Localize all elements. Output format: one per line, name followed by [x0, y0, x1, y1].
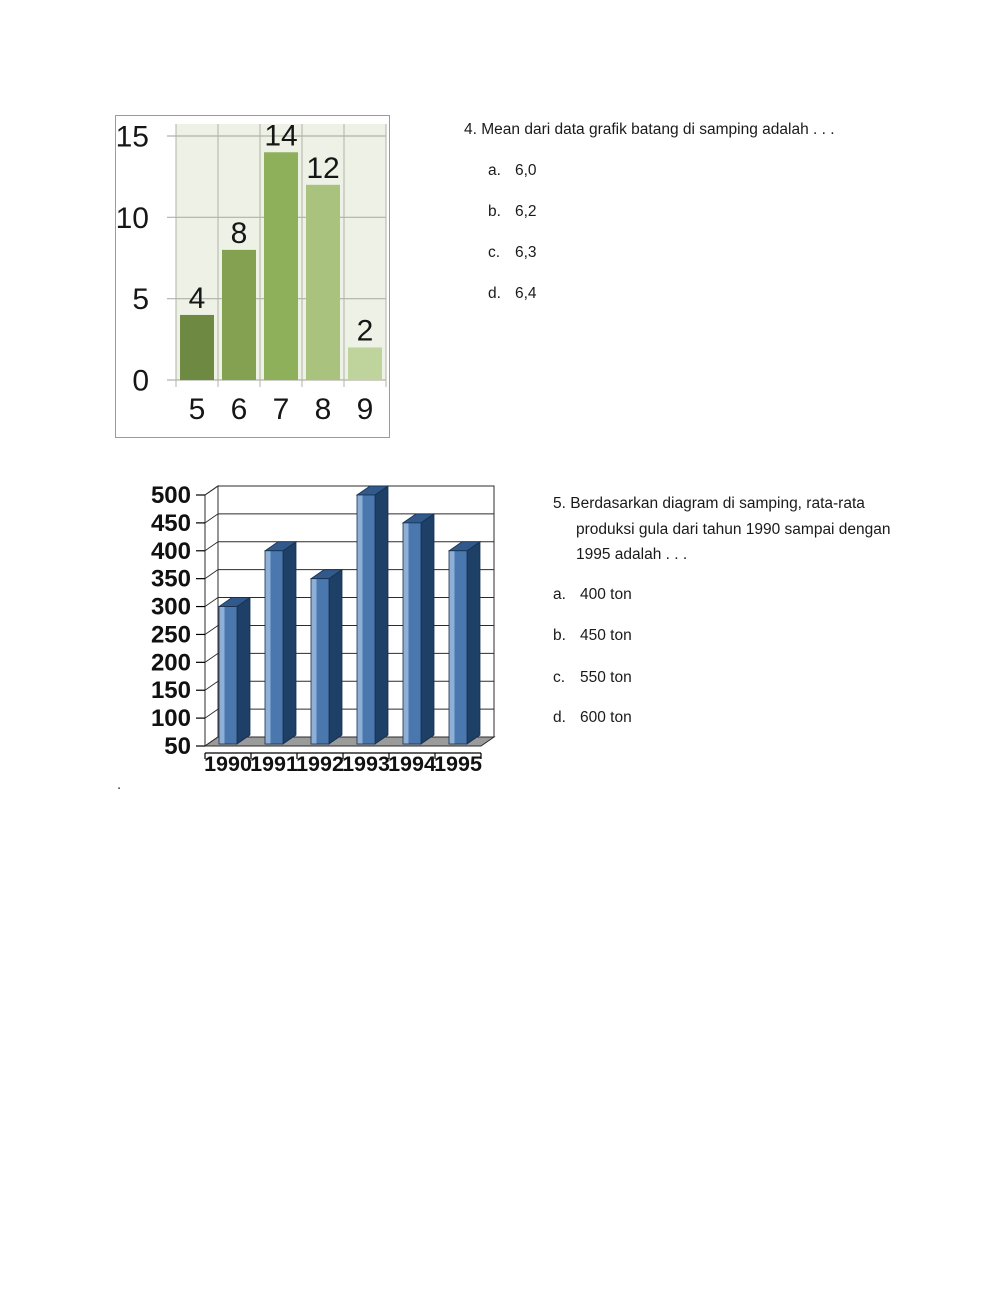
- question-4-option-a: a. 6,0: [488, 162, 537, 180]
- question-5-option-d: d. 600 ton: [553, 709, 632, 727]
- option-text: 6,0: [515, 162, 537, 179]
- option-letter: d.: [488, 285, 501, 302]
- question-4-body: Mean dari data grafik batang di samping …: [481, 121, 835, 138]
- option-letter: d.: [553, 709, 566, 726]
- question-4-number: 4.: [464, 121, 477, 138]
- svg-text:400: 400: [151, 538, 191, 565]
- svg-text:1991: 1991: [250, 752, 298, 776]
- option-text: 400 ton: [580, 586, 632, 603]
- option-letter: a.: [488, 162, 501, 179]
- question-5-option-c: c. 550 ton: [553, 669, 632, 687]
- svg-text:5: 5: [189, 393, 206, 426]
- question-5-option-b: b. 450 ton: [553, 627, 632, 645]
- svg-text:1993: 1993: [342, 752, 390, 776]
- svg-text:250: 250: [151, 621, 191, 648]
- option-text: 450 ton: [580, 627, 632, 644]
- svg-text:1995: 1995: [434, 752, 482, 776]
- option-letter: b.: [553, 627, 566, 644]
- svg-text:300: 300: [151, 594, 191, 621]
- svg-text:100: 100: [151, 705, 191, 732]
- question-4-option-d: d. 6,4: [488, 285, 537, 303]
- option-text: 6,2: [515, 203, 537, 220]
- svg-text:12: 12: [306, 152, 339, 185]
- svg-text:4: 4: [189, 282, 206, 315]
- option-letter: c.: [553, 669, 566, 686]
- svg-text:350: 350: [151, 566, 191, 593]
- option-text: 550 ton: [580, 669, 632, 686]
- question-5-line-3: 1995 adalah . . .: [576, 546, 688, 563]
- stray-dot: .: [117, 776, 122, 793]
- svg-text:0: 0: [132, 365, 149, 398]
- svg-text:200: 200: [151, 649, 191, 676]
- svg-text:50: 50: [164, 733, 191, 760]
- option-letter: a.: [553, 586, 566, 603]
- question-4-text: 4. Mean dari data grafik batang di sampi…: [464, 120, 835, 139]
- svg-text:9: 9: [357, 393, 374, 426]
- green-bar-chart: 4 5 8 6 14 7 12 8 2 9 0 5 10 15: [115, 115, 390, 438]
- question-4-option-b: b. 6,2: [488, 203, 537, 221]
- svg-text:6: 6: [231, 393, 248, 426]
- option-letter: c.: [488, 244, 501, 261]
- green-bar-chart-canvas: 4 5 8 6 14 7 12 8 2 9 0 5 10 15: [116, 119, 387, 426]
- svg-text:1990: 1990: [204, 752, 252, 776]
- svg-text:450: 450: [151, 510, 191, 537]
- svg-text:500: 500: [151, 482, 191, 509]
- svg-text:7: 7: [273, 393, 290, 426]
- svg-text:150: 150: [151, 677, 191, 704]
- option-text: 6,3: [515, 244, 537, 261]
- svg-text:8: 8: [315, 393, 332, 426]
- svg-text:8: 8: [231, 217, 248, 250]
- svg-text:1992: 1992: [296, 752, 344, 776]
- svg-text:14: 14: [264, 119, 297, 152]
- svg-text:10: 10: [116, 202, 149, 235]
- question-5-option-a: a. 400 ton: [553, 586, 632, 604]
- question-5-line-1: 5. Berdasarkan diagram di samping, rata-…: [553, 495, 865, 512]
- svg-text:2: 2: [357, 314, 374, 347]
- option-text: 6,4: [515, 285, 537, 302]
- option-letter: b.: [488, 203, 501, 220]
- question-4-option-c: c. 6,3: [488, 244, 537, 262]
- svg-text:15: 15: [116, 121, 149, 154]
- option-text: 600 ton: [580, 709, 632, 726]
- svg-text:5: 5: [132, 283, 149, 316]
- question-5-line-2: produksi gula dari tahun 1990 sampai den…: [576, 521, 891, 538]
- svg-text:1994: 1994: [388, 752, 436, 776]
